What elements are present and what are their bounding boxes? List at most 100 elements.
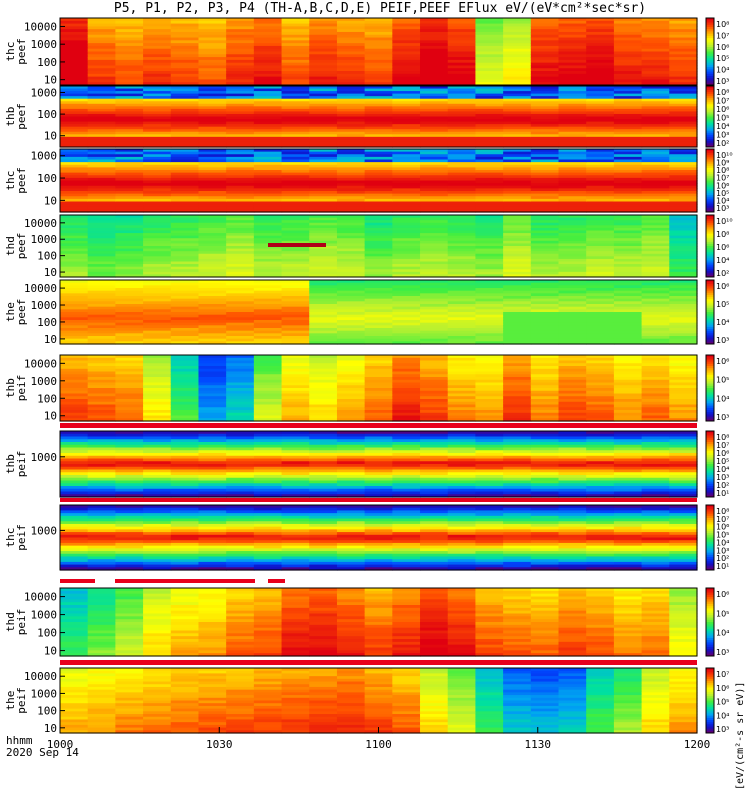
heatmap-cell [170,477,200,482]
heatmap-cell [226,325,255,329]
heatmap-cell [420,521,449,525]
heatmap-cell [143,641,172,646]
heatmap-cell [226,183,255,187]
heatmap-cell [364,96,393,100]
heatmap-cell [336,556,366,560]
heatmap-cell [530,455,560,460]
heatmap-cell [503,116,532,120]
colorbar-tick-label: 10⁵ [716,376,729,385]
heatmap-cell [420,301,449,305]
heatmap-cell [281,553,310,558]
heatmap-cell [226,314,255,318]
heatmap-cell [198,141,227,146]
heatmap-cell [336,309,366,313]
heatmap-cell [198,542,227,547]
heatmap-cell [641,180,670,184]
heatmap-cell [641,280,670,284]
heatmap-cell [170,596,200,600]
heatmap-cell [226,149,255,153]
heatmap-cell [143,630,172,634]
heatmap-cell [309,396,338,400]
heatmap-cell [226,475,255,479]
heatmap-cell [420,322,449,326]
heatmap-cell [447,280,477,284]
heatmap-cell [309,477,338,482]
heatmap-cell [60,209,89,213]
heatmap-cell [198,388,227,392]
heatmap-cell [309,379,338,384]
heatmap-cell [198,301,227,305]
heatmap-cell [586,180,615,184]
heatmap-cell [115,322,144,326]
heatmap-cell [198,545,227,549]
heatmap-cell [669,341,698,345]
heatmap-cell [281,475,310,479]
heatmap-cell [143,280,172,284]
heatmap-cell [586,65,615,69]
heatmap-cell [281,293,310,297]
heatmap-cell [170,45,200,50]
heatmap-cell [226,175,255,179]
heatmap-cell [198,57,227,61]
heatmap-cell [60,26,89,30]
heatmap-cell [115,464,144,468]
heatmap-cell [364,129,393,133]
heatmap-cell [170,185,200,189]
heatmap-cell [669,119,698,123]
heatmap-cell [641,227,670,232]
heatmap-cell [641,62,670,67]
heatmap-cell [115,545,144,549]
heatmap-cell [281,37,310,41]
heatmap-cell [669,20,698,25]
colorbar-segment [706,544,714,547]
heatmap-cell [253,185,283,189]
heatmap-cell [447,355,477,359]
heatmap-cell [198,116,227,120]
heatmap-cell [143,76,172,81]
heatmap-cell [309,156,338,161]
colorbar-segment [706,464,714,467]
heatmap-cell [503,172,532,176]
heatmap-cell [392,144,421,148]
heatmap-cell [669,450,698,454]
heatmap-cell [281,357,310,362]
heatmap-cell [420,390,449,395]
heatmap-cell [613,141,643,146]
heatmap-cell [392,453,421,457]
heatmap-cell [226,636,255,640]
heatmap-cell [364,439,393,443]
heatmap-cell [447,43,477,47]
heatmap-cell [420,472,449,476]
heatmap-cell [586,139,615,143]
heatmap-cell [309,532,338,536]
heatmap-cell [87,382,116,386]
heatmap-cell [170,261,200,265]
heatmap-cell [392,188,421,192]
heatmap-cell [392,282,421,286]
heatmap-cell [586,480,615,484]
colorbar-tick-label: 10⁴ [716,196,729,205]
heatmap-cell [87,472,116,476]
heatmap-cell [281,167,310,171]
heatmap-cell [420,266,449,270]
heatmap-cell [420,483,449,487]
heatmap-cell [198,243,227,247]
heatmap-cell [336,564,366,568]
heatmap-cell [669,534,698,539]
heatmap-cell [115,282,144,286]
heatmap-cell [558,559,587,563]
colorbar-segment [706,188,714,192]
heatmap-cell [530,534,560,539]
heatmap-cell [530,103,560,107]
colorbar-segment [706,182,714,186]
heatmap-cell [115,261,144,265]
heatmap-cell [60,156,89,161]
heatmap-cell [143,455,172,460]
heatmap-cell [558,523,587,528]
heatmap-cell [115,253,144,257]
heatmap-cell [253,45,283,50]
heatmap-cell [475,418,504,422]
heatmap-cell [364,333,393,337]
heatmap-cell [613,204,643,208]
heatmap-cell [198,91,227,95]
